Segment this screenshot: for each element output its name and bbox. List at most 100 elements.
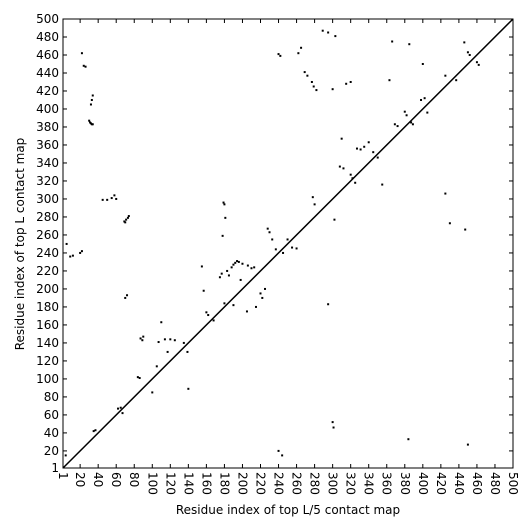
- contact-point: [166, 350, 169, 353]
- x-tick-label: 440: [452, 472, 466, 495]
- y-tick-label: 280: [36, 210, 59, 224]
- contact-point: [253, 266, 256, 269]
- contact-point: [101, 198, 104, 201]
- contact-point: [274, 248, 277, 251]
- y-tick-label: 1: [51, 461, 59, 475]
- x-tick-label: 240: [272, 472, 286, 495]
- contact-point: [205, 311, 208, 314]
- y-tick-label: 460: [36, 48, 59, 62]
- contact-point: [173, 339, 176, 342]
- y-tick-label: 100: [36, 372, 59, 386]
- x-tick-label: 1: [56, 472, 70, 480]
- contact-point: [349, 173, 352, 176]
- contact-point: [466, 443, 469, 446]
- y-tick-label: 400: [36, 102, 59, 116]
- contact-point: [91, 94, 94, 97]
- contact-point: [264, 287, 267, 290]
- y-tick-label: 220: [36, 264, 59, 278]
- contact-point: [186, 350, 189, 353]
- contact-point: [237, 260, 240, 263]
- x-tick-label: 140: [181, 472, 195, 495]
- contact-point: [332, 426, 335, 429]
- contact-point: [222, 201, 225, 204]
- contact-point: [126, 294, 129, 297]
- contact-point: [327, 31, 330, 34]
- contact-point: [207, 314, 210, 317]
- contact-point: [142, 335, 145, 338]
- contact-point: [234, 261, 237, 264]
- y-tick-label: 440: [36, 66, 59, 80]
- contact-point: [396, 125, 399, 128]
- contact-point: [408, 43, 411, 46]
- contact-point: [200, 265, 203, 268]
- contact-point: [250, 267, 253, 270]
- y-axis-label: Residue index of top L contact map: [13, 138, 27, 351]
- contact-point: [138, 377, 141, 380]
- contact-point: [466, 51, 469, 54]
- contact-point: [254, 305, 257, 308]
- plot-frame: [62, 18, 514, 469]
- contact-point: [80, 52, 83, 55]
- contact-point: [281, 454, 284, 457]
- y-tick-label: 360: [36, 138, 59, 152]
- contact-point: [246, 264, 249, 267]
- contact-point: [141, 339, 144, 342]
- contact-point: [121, 412, 124, 415]
- contact-point: [327, 303, 330, 306]
- contact-point: [125, 218, 128, 221]
- contact-point: [88, 119, 91, 122]
- contact-point: [354, 181, 357, 184]
- y-tick-label: 60: [44, 408, 59, 422]
- contact-point: [187, 387, 190, 390]
- contact-point: [245, 310, 248, 313]
- contact-point: [286, 238, 289, 241]
- contact-point: [312, 85, 315, 88]
- contact-point: [139, 337, 142, 340]
- contact-point: [90, 98, 93, 101]
- contact-point: [351, 177, 354, 180]
- contact-point: [266, 227, 269, 230]
- contact-point: [126, 216, 129, 219]
- contact-point: [291, 246, 294, 249]
- contact-point: [169, 338, 172, 341]
- contact-point: [241, 262, 244, 265]
- x-tick-label: 420: [434, 472, 448, 495]
- contact-point: [345, 82, 348, 85]
- contact-point: [223, 203, 226, 206]
- contact-point: [221, 234, 224, 237]
- contact-point: [136, 376, 139, 379]
- contact-point: [226, 269, 229, 272]
- contact-point: [230, 266, 233, 269]
- y-tick-label: 80: [44, 390, 59, 404]
- contact-point: [381, 183, 384, 186]
- contact-point: [220, 272, 223, 275]
- contact-point: [160, 321, 163, 324]
- contact-point: [239, 278, 242, 281]
- y-tick-label: 300: [36, 192, 59, 206]
- contact-point: [464, 228, 467, 231]
- contact-point: [223, 302, 226, 305]
- contact-point: [212, 319, 215, 322]
- y-tick-label: 180: [36, 300, 59, 314]
- x-tick-label: 220: [253, 472, 267, 495]
- contact-point: [127, 215, 130, 218]
- contact-point: [119, 406, 122, 409]
- diagonal-line: [62, 18, 514, 469]
- x-tick-label: 200: [235, 472, 249, 495]
- contact-point: [313, 203, 316, 206]
- contact-point: [89, 103, 92, 106]
- x-tick-label: 100: [145, 472, 159, 495]
- contact-point: [355, 147, 358, 150]
- y-tick-label: 20: [44, 444, 59, 458]
- contact-point: [202, 289, 205, 292]
- x-tick-label: 360: [380, 472, 394, 495]
- contact-point: [259, 292, 262, 295]
- contact-point: [163, 338, 166, 341]
- x-tick-label: 160: [199, 472, 213, 495]
- contact-point: [64, 454, 67, 457]
- x-tick-label: 280: [308, 472, 322, 495]
- y-tick-label: 340: [36, 156, 59, 170]
- contact-point: [338, 165, 341, 168]
- y-tick-label: 240: [36, 246, 59, 260]
